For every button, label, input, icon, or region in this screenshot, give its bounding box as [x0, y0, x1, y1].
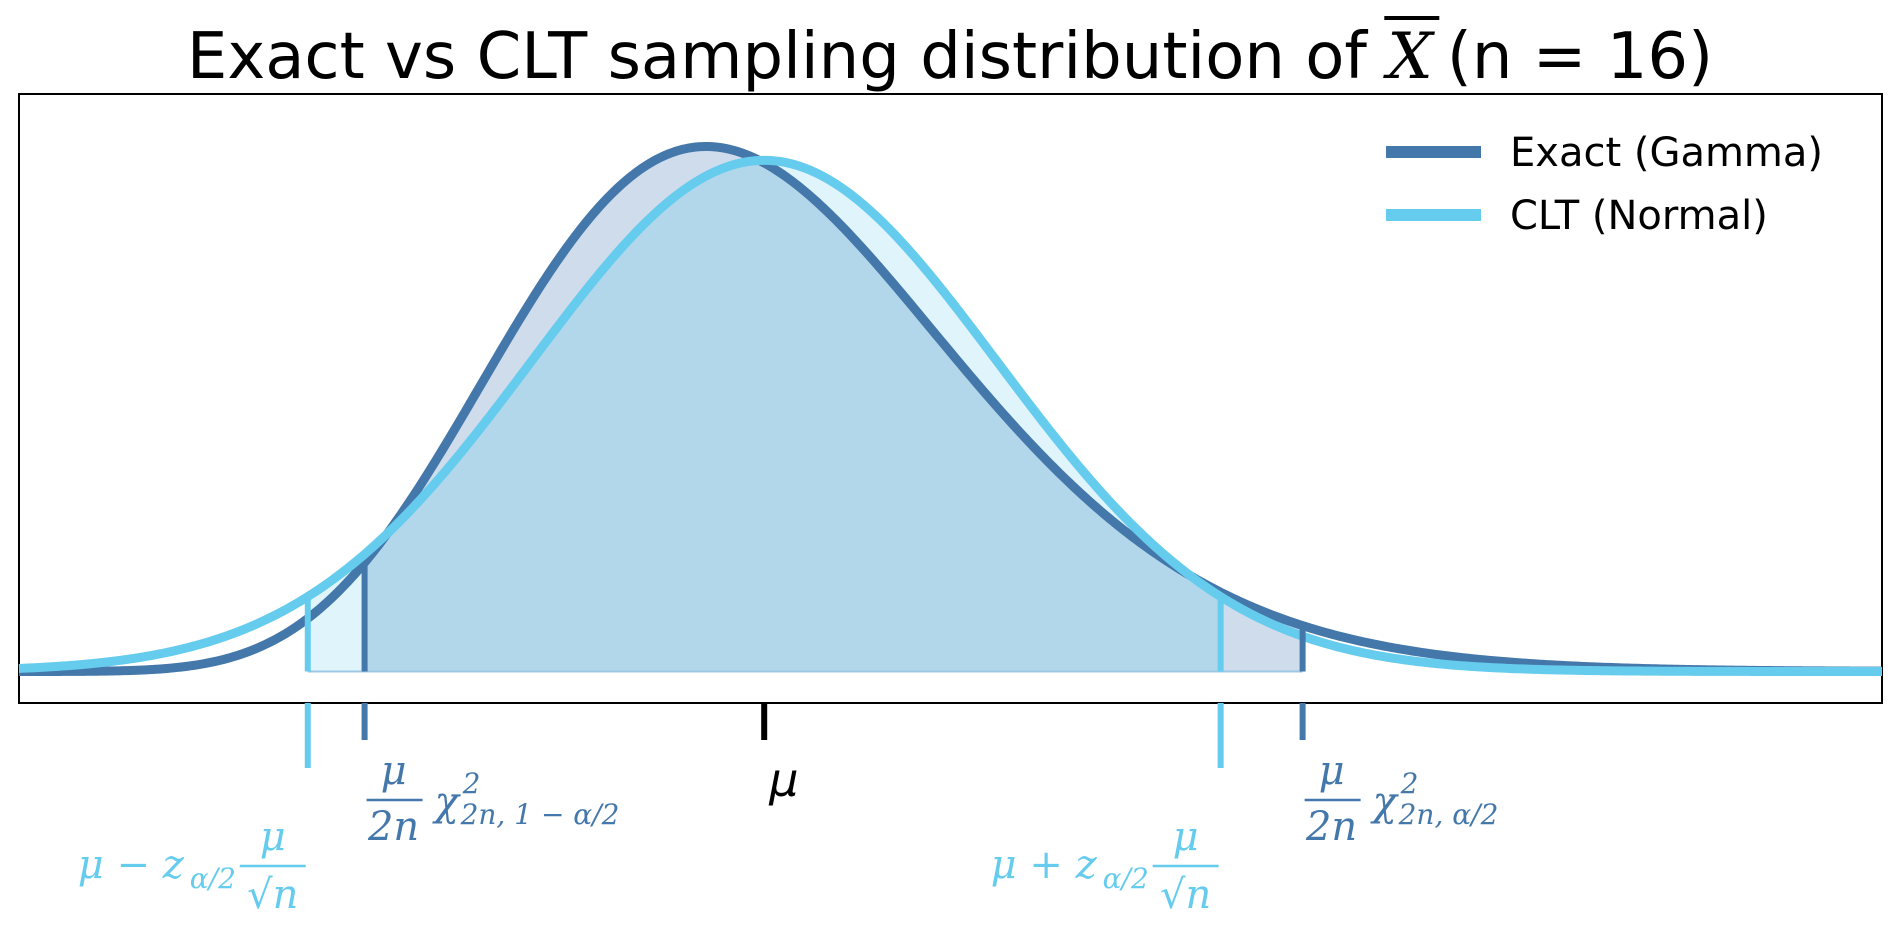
plot-layer	[17, 142, 1884, 676]
tick-label-exact-lower-sup: 2	[462, 767, 481, 800]
tick-label-exact-lower-sub: 2n, 1 − α/2	[460, 798, 620, 831]
legend: Exact (Gamma) CLT (Normal)	[1386, 130, 1823, 239]
tick-label-clt-lower-frac-num: μ	[260, 814, 286, 860]
tick-label-clt-lower-frac-den: √n	[247, 872, 298, 918]
tick-label-clt-upper-frac-num: μ	[1173, 814, 1199, 860]
tick-label-exact-lower-chi: χ	[432, 779, 462, 825]
chart-title-n: (n = 16)	[1447, 20, 1713, 94]
tick-label-clt-upper-prefix: μ + z	[991, 842, 1098, 888]
overlap-interval-shade	[364, 160, 1221, 672]
tick-label-clt-lower-sub: α/2	[190, 862, 236, 895]
tick-label-clt-upper-frac-den: √n	[1160, 872, 1211, 918]
tick-label-exact-upper-sub: 2n, α/2	[1398, 798, 1499, 831]
series-line-clt	[17, 155, 1884, 676]
legend-label-exact: Exact (Gamma)	[1510, 130, 1823, 176]
tick-label-mu: μ	[768, 753, 798, 807]
tick-label-exact-lower-frac-num: μ	[381, 748, 407, 794]
plot-frame	[18, 93, 1883, 704]
tick-label-clt-lower-prefix: μ − z	[78, 842, 185, 888]
tick-label-exact-upper-sup: 2	[1400, 767, 1419, 800]
tick-label-exact-lower-frac-den: 2n	[367, 804, 419, 850]
tick-label-exact-upper-frac-den: 2n	[1305, 804, 1357, 850]
tick-layer	[304, 703, 1306, 768]
legend-label-clt: CLT (Normal)	[1510, 193, 1768, 239]
tick-label-exact-upper-frac-num: μ	[1319, 748, 1345, 794]
chart-title: Exact vs CLT sampling distribution of X(…	[187, 20, 1713, 94]
tick-label-clt-upper-sub: α/2	[1103, 862, 1149, 895]
chart-title-xbar: X	[1382, 20, 1435, 94]
tick-label-exact-upper-chi: χ	[1370, 779, 1400, 825]
chart-title-prefix: Exact vs CLT sampling distribution of	[187, 20, 1387, 94]
